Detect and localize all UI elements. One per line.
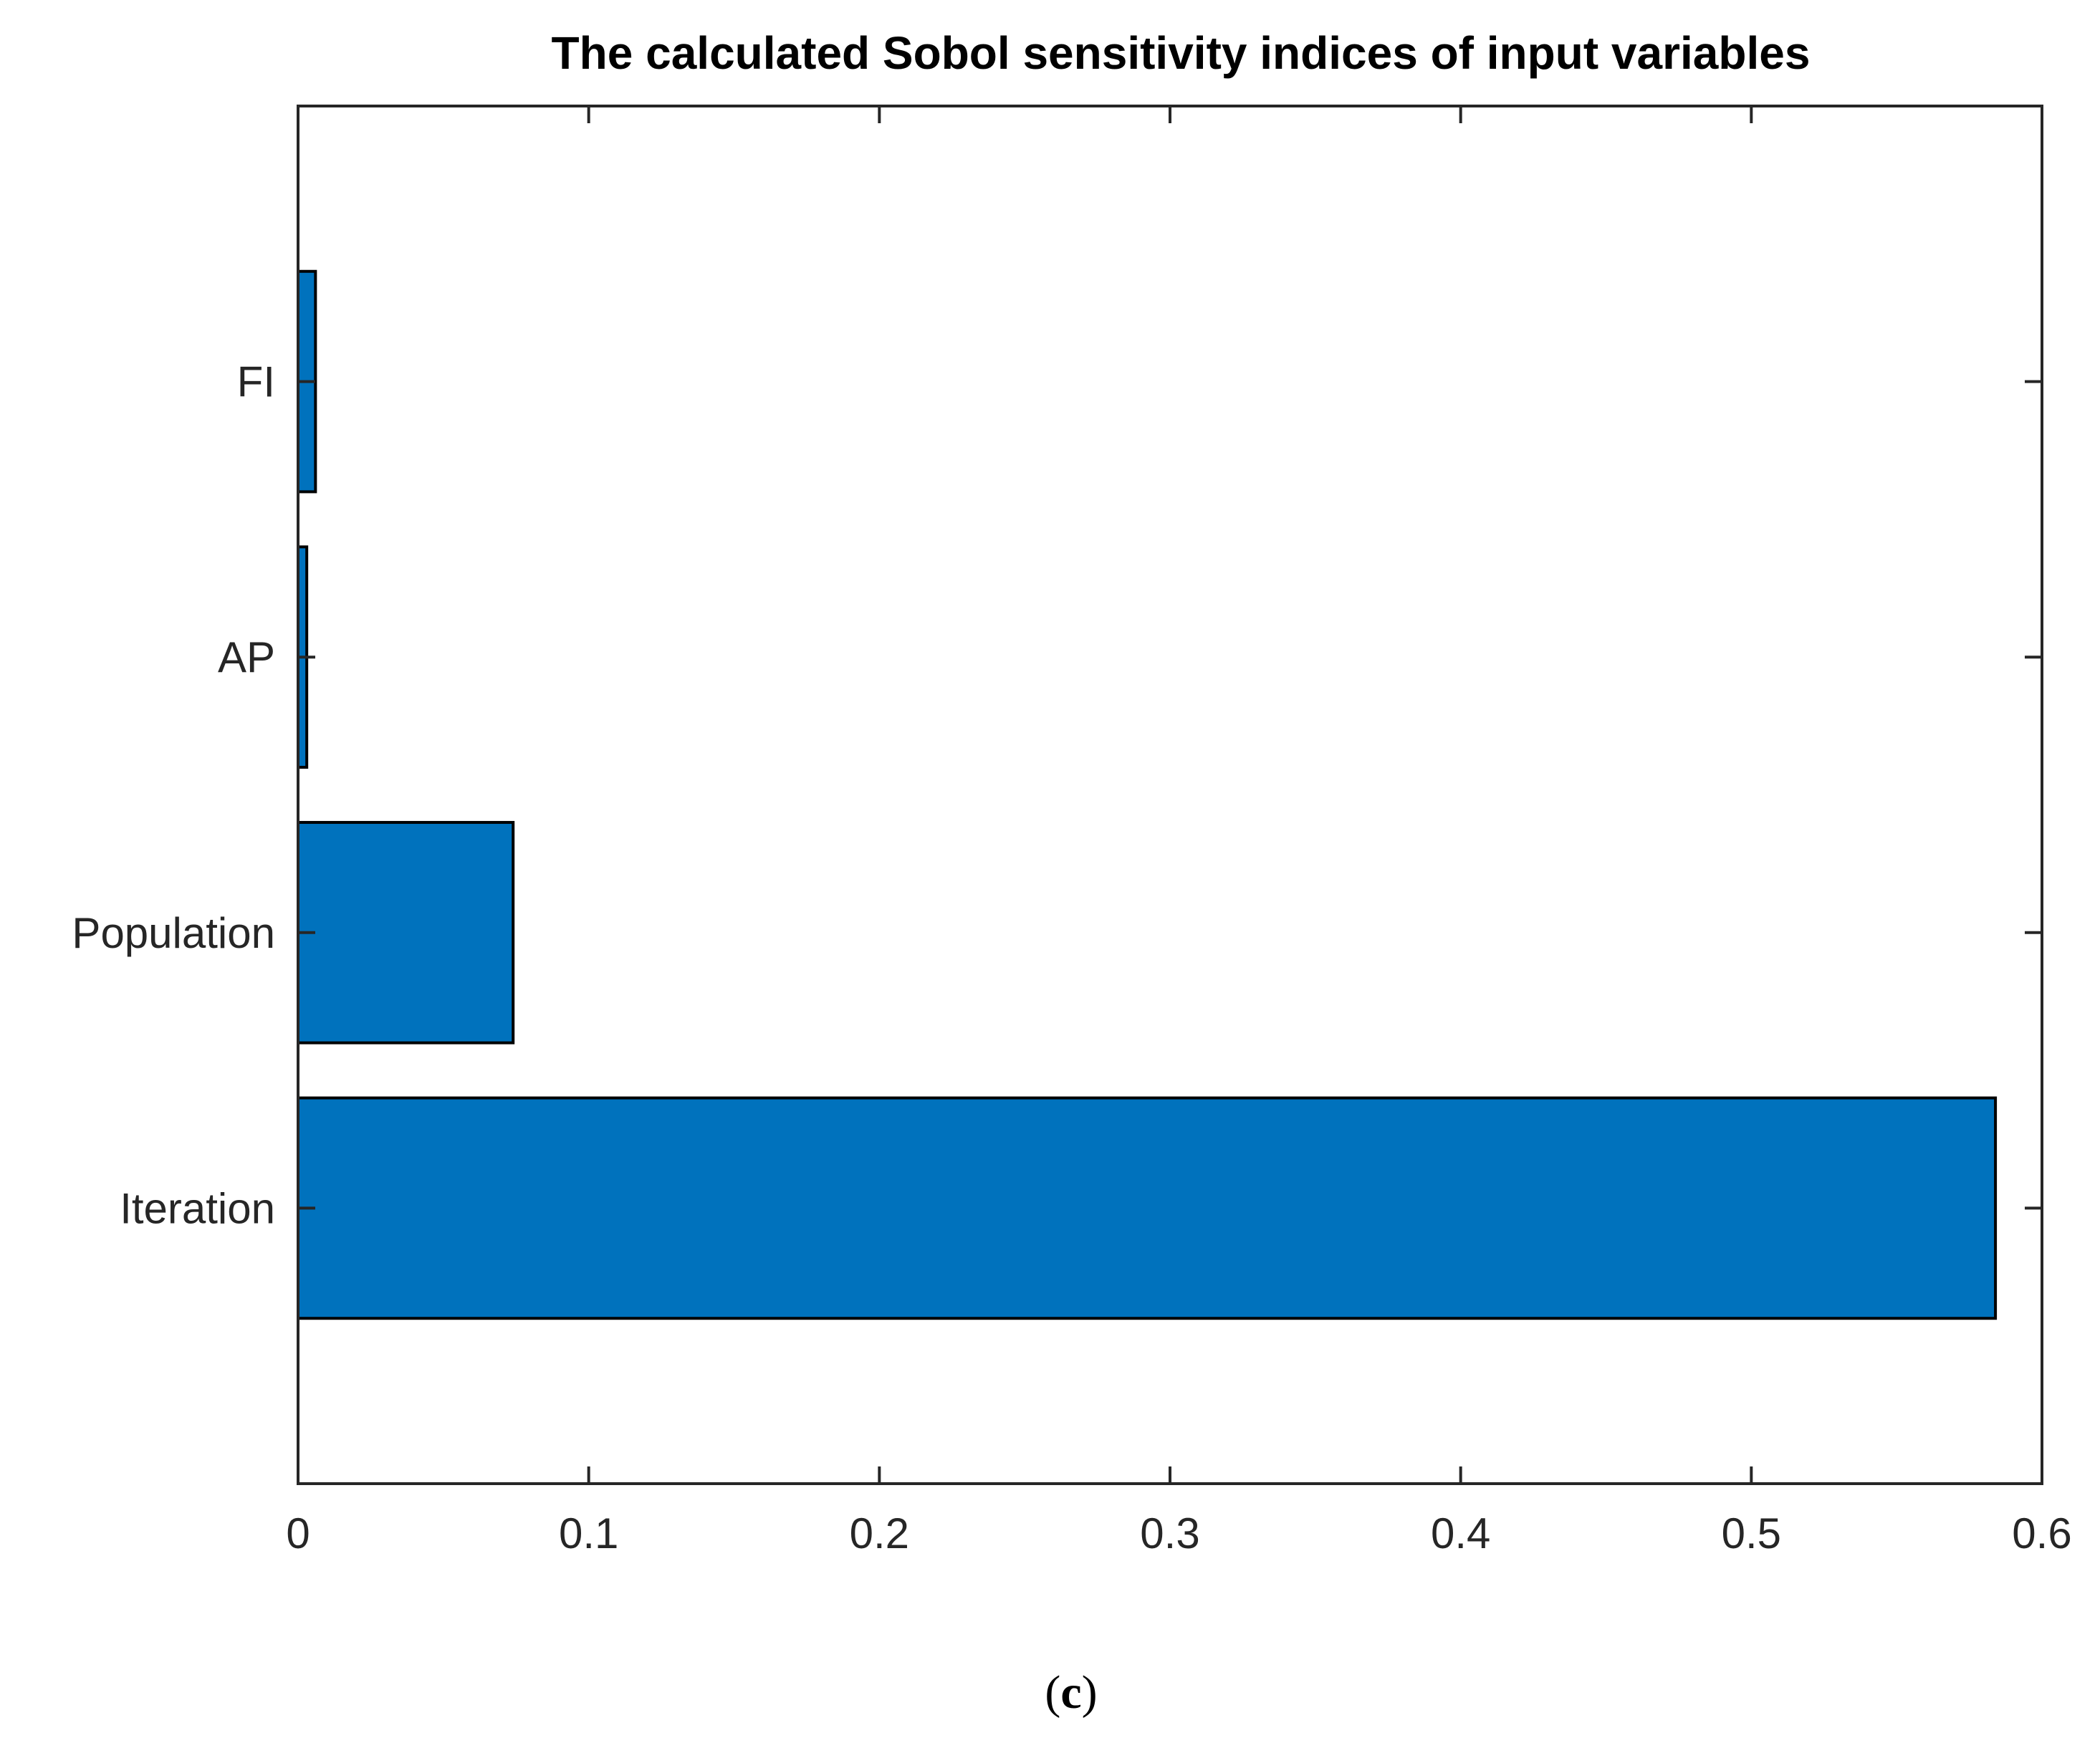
x-tick-label-0-6: 0.6 — [2012, 1509, 2071, 1557]
x-tick-label-0: 0 — [286, 1509, 310, 1557]
x-tick-label-0-4: 0.4 — [1431, 1509, 1490, 1557]
bar-group — [297, 269, 1998, 1320]
x-tick-label-0-1: 0.1 — [559, 1509, 618, 1557]
y-tick-label-fi: FI — [237, 358, 275, 406]
bar-population — [297, 820, 515, 1045]
y-tick-label-ap: AP — [218, 633, 275, 681]
x-tick-label-0-5: 0.5 — [1722, 1509, 1781, 1557]
tick-group — [297, 106, 2043, 1484]
caption-open-paren: ( — [1045, 1666, 1060, 1719]
figure-caption: (c) — [1045, 1666, 1097, 1719]
caption-letter: c — [1060, 1666, 1081, 1719]
y-tick-label-population: Population — [72, 909, 275, 957]
x-tick-label-group: 0 0.1 0.2 0.3 0.4 0.5 0.6 — [286, 1509, 2071, 1557]
caption-close-paren: ) — [1082, 1666, 1098, 1719]
y-tick-label-group: Iteration Population AP FI — [72, 358, 275, 1233]
chart-title: The calculated Sobol sensitivity indices… — [552, 27, 1811, 79]
y-tick-label-iteration: Iteration — [120, 1184, 275, 1232]
x-tick-label-0-2: 0.2 — [850, 1509, 909, 1557]
x-tick-label-0-3: 0.3 — [1140, 1509, 1199, 1557]
bar-iteration — [297, 1096, 1998, 1320]
